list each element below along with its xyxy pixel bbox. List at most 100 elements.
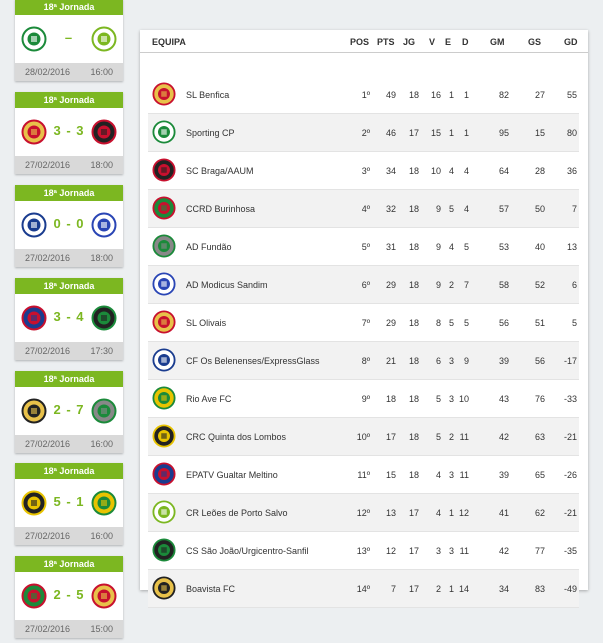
team-crest: [152, 120, 176, 144]
table-row[interactable]: Boavista FC 14º 7 17 2 1 14 34 83 -49: [148, 570, 579, 608]
team-losses: 11: [459, 470, 469, 480]
team-games: 18: [408, 356, 419, 366]
home-team-crest: [21, 583, 47, 609]
match-footer: 28/02/2016 16:00: [15, 63, 123, 81]
table-row[interactable]: CF Os Belenenses/ExpressGlass 8º 21 18 6 3 9 39…: [148, 342, 579, 380]
match-card[interactable]: 18ª Jornada 3 - 3 27/02/2016 18:00: [15, 92, 123, 174]
table-row[interactable]: SC Braga/AAUM 3º 34 18 10 4 4 64 28 36: [148, 152, 579, 190]
match-body: 5 - 1: [15, 479, 123, 527]
team-name[interactable]: AD Modicus Sandim: [186, 280, 268, 290]
team-name[interactable]: SL Olivais: [186, 318, 227, 328]
table-row[interactable]: AD Modicus Sandim 6º 29 18 9 2 7 58 52 6: [148, 266, 579, 304]
home-team-crest: [21, 212, 47, 238]
team-games: 17: [408, 128, 419, 138]
table-row[interactable]: Rio Ave FC 9º 18 18 5 3 10 43 76 -33: [148, 380, 579, 418]
table-row[interactable]: EPATV Gualtar Meltino 11º 15 18 4 3 11 39 65 -26: [148, 456, 579, 494]
match-round: 18ª Jornada: [15, 463, 123, 479]
match-score: 0 - 0: [53, 216, 85, 231]
team-crest: [152, 272, 176, 296]
header-e: E: [445, 37, 452, 47]
team-name[interactable]: CF Os Belenenses/ExpressGlass: [186, 356, 320, 366]
portosalvo-crest-icon: [91, 26, 117, 52]
home-team-crest: [21, 26, 47, 52]
team-goals-for: 58: [498, 280, 509, 290]
team-wins: 9: [435, 280, 441, 290]
sporting-crest-icon: [152, 120, 176, 144]
team-goals-for: 39: [498, 470, 509, 480]
match-card[interactable]: 18ª Jornada 2 - 7 27/02/2016 16:00: [15, 371, 123, 453]
team-goals-against: 62: [534, 508, 545, 518]
team-goals-against: 15: [534, 128, 545, 138]
match-round: 18ª Jornada: [15, 0, 123, 15]
team-crest: [152, 576, 176, 600]
team-goals-for: 41: [498, 508, 509, 518]
match-round: 18ª Jornada: [15, 185, 123, 201]
fundao-crest-icon: [152, 234, 176, 258]
team-goals-against: 51: [534, 318, 545, 328]
team-losses: 10: [458, 394, 469, 404]
table-row[interactable]: SL Olivais 7º 29 18 8 5 5 56 51 5: [148, 304, 579, 342]
standings-table: EQUIPA POS PTS JG V E D GM GS GD SL Benf…: [140, 30, 588, 608]
team-name[interactable]: CS São João/Urgicentro-Sanfil: [186, 546, 309, 556]
team-position: 8º: [361, 356, 370, 366]
sandim-crest-icon: [91, 212, 117, 238]
table-row[interactable]: CCRD Burinhosa 4º 32 18 9 5 4 57 50 7: [148, 190, 579, 228]
team-name[interactable]: AD Fundão: [186, 242, 232, 252]
team-losses: 4: [463, 166, 469, 176]
team-name[interactable]: EPATV Gualtar Meltino: [186, 470, 278, 480]
team-wins: 4: [435, 508, 441, 518]
away-team-crest: [91, 490, 117, 516]
saojoao-crest-icon: [152, 538, 176, 562]
team-goals-against: 27: [534, 90, 545, 100]
team-wins: 5: [435, 432, 441, 442]
match-card[interactable]: 18ª Jornada – 28/02/2016 16:00: [15, 0, 123, 81]
team-goal-difference: -35: [563, 546, 577, 556]
away-team-crest: [91, 398, 117, 424]
team-name[interactable]: Rio Ave FC: [186, 394, 232, 404]
team-draws: 5: [448, 204, 454, 214]
team-draws: 2: [448, 280, 454, 290]
table-row[interactable]: CR Leões de Porto Salvo 12º 13 17 4 1 12 41 62 -2…: [148, 494, 579, 532]
team-position: 13º: [356, 546, 370, 556]
match-card[interactable]: 18ª Jornada 2 - 5 27/02/2016 15:00: [15, 556, 123, 638]
team-name[interactable]: CR Leões de Porto Salvo: [186, 508, 288, 518]
team-crest: [152, 424, 176, 448]
match-date: 27/02/2016: [25, 346, 71, 356]
match-date: 27/02/2016: [25, 160, 71, 170]
table-row[interactable]: CS São João/Urgicentro-Sanfil 13º 12 17 3 3 11…: [148, 532, 579, 570]
header-v: V: [429, 37, 436, 47]
team-goals-for: 95: [498, 128, 509, 138]
match-card[interactable]: 18ª Jornada 3 - 4 27/02/2016 17:30: [15, 278, 123, 360]
home-team-crest: [21, 305, 47, 331]
table-row[interactable]: AD Fundão 5º 31 18 9 4 5 53 40 13: [148, 228, 579, 266]
table-row[interactable]: CRC Quinta dos Lombos 10º 17 18 5 2 11 42 63 -21: [148, 418, 579, 456]
table-row[interactable]: SL Benfica 1º 49 18 16 1 1 82 27 55: [148, 76, 579, 114]
match-body: 0 - 0: [15, 201, 123, 249]
team-name[interactable]: Boavista FC: [186, 584, 236, 594]
team-goals-for: 53: [498, 242, 509, 252]
team-goal-difference: -21: [563, 508, 577, 518]
home-team-crest: [21, 398, 47, 424]
team-crest: [152, 386, 176, 410]
team-position: 5º: [361, 242, 370, 252]
team-games: 17: [408, 546, 419, 556]
match-time: 15:00: [90, 624, 113, 634]
team-points: 29: [385, 280, 396, 290]
team-position: 4º: [361, 204, 370, 214]
sporting-crest-icon: [21, 26, 47, 52]
team-wins: 16: [430, 90, 441, 100]
match-body: 3 - 4: [15, 294, 123, 342]
team-wins: 9: [435, 204, 441, 214]
match-score: 3 - 4: [53, 309, 85, 324]
team-name[interactable]: SL Benfica: [186, 90, 230, 100]
team-name[interactable]: Sporting CP: [186, 128, 235, 138]
match-card[interactable]: 18ª Jornada 5 - 1 27/02/2016 16:00: [15, 463, 123, 545]
team-draws: 3: [448, 394, 454, 404]
match-card[interactable]: 18ª Jornada 0 - 0 27/02/2016 18:00: [15, 185, 123, 267]
team-name[interactable]: CCRD Burinhosa: [186, 204, 256, 214]
team-name[interactable]: CRC Quinta dos Lombos: [186, 432, 287, 442]
table-row[interactable]: Sporting CP 2º 46 17 15 1 1 95 15 80: [148, 114, 579, 152]
team-goal-difference: -21: [563, 432, 577, 442]
team-name[interactable]: SC Braga/AAUM: [186, 166, 254, 176]
team-points: 21: [385, 356, 396, 366]
